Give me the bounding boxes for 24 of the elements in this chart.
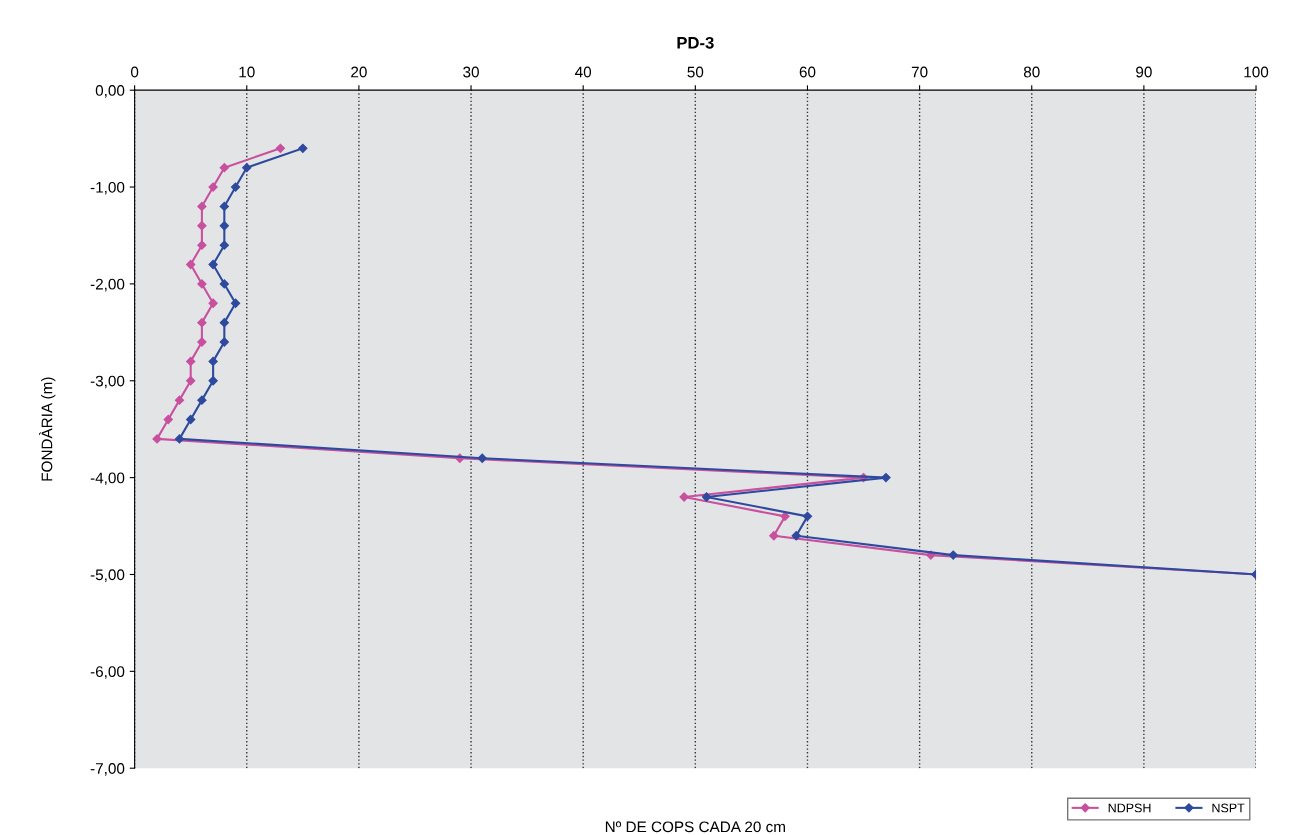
legend-label: NSPT xyxy=(1212,803,1245,813)
x-tick-label: 0 xyxy=(130,66,139,78)
x-tick-label: 30 xyxy=(463,66,479,78)
x-tick-label: 40 xyxy=(575,66,592,78)
x-tick-label: 90 xyxy=(1136,66,1152,78)
y-tick-label: -7,00 xyxy=(90,763,125,776)
x-tick-label: 100 xyxy=(1244,66,1269,78)
y-tick-label: -6,00 xyxy=(90,666,125,679)
y-tick-label: -3,00 xyxy=(90,375,125,389)
chart-title: PD-3 xyxy=(677,36,714,49)
y-tick-label: -2,00 xyxy=(90,278,125,292)
y-axis-title: FONDÀRIA (m) xyxy=(38,377,56,481)
x-tick-label: 80 xyxy=(1023,66,1040,78)
x-tick-label: 50 xyxy=(687,66,704,78)
x-axis-title: Nº DE COPS CADA 20 cm xyxy=(605,821,785,833)
y-tick-label: -4,00 xyxy=(90,472,125,486)
legend-label: NDPSH xyxy=(1108,803,1151,813)
x-tick-label: 70 xyxy=(911,66,928,78)
y-tick-label: -5,00 xyxy=(90,569,125,582)
y-tick-label: -1,00 xyxy=(90,181,125,195)
x-tick-label: 20 xyxy=(351,66,367,78)
x-tick-label: 10 xyxy=(239,66,255,78)
x-tick-label: 60 xyxy=(799,66,816,78)
y-tick-label: 0,00 xyxy=(95,85,125,98)
